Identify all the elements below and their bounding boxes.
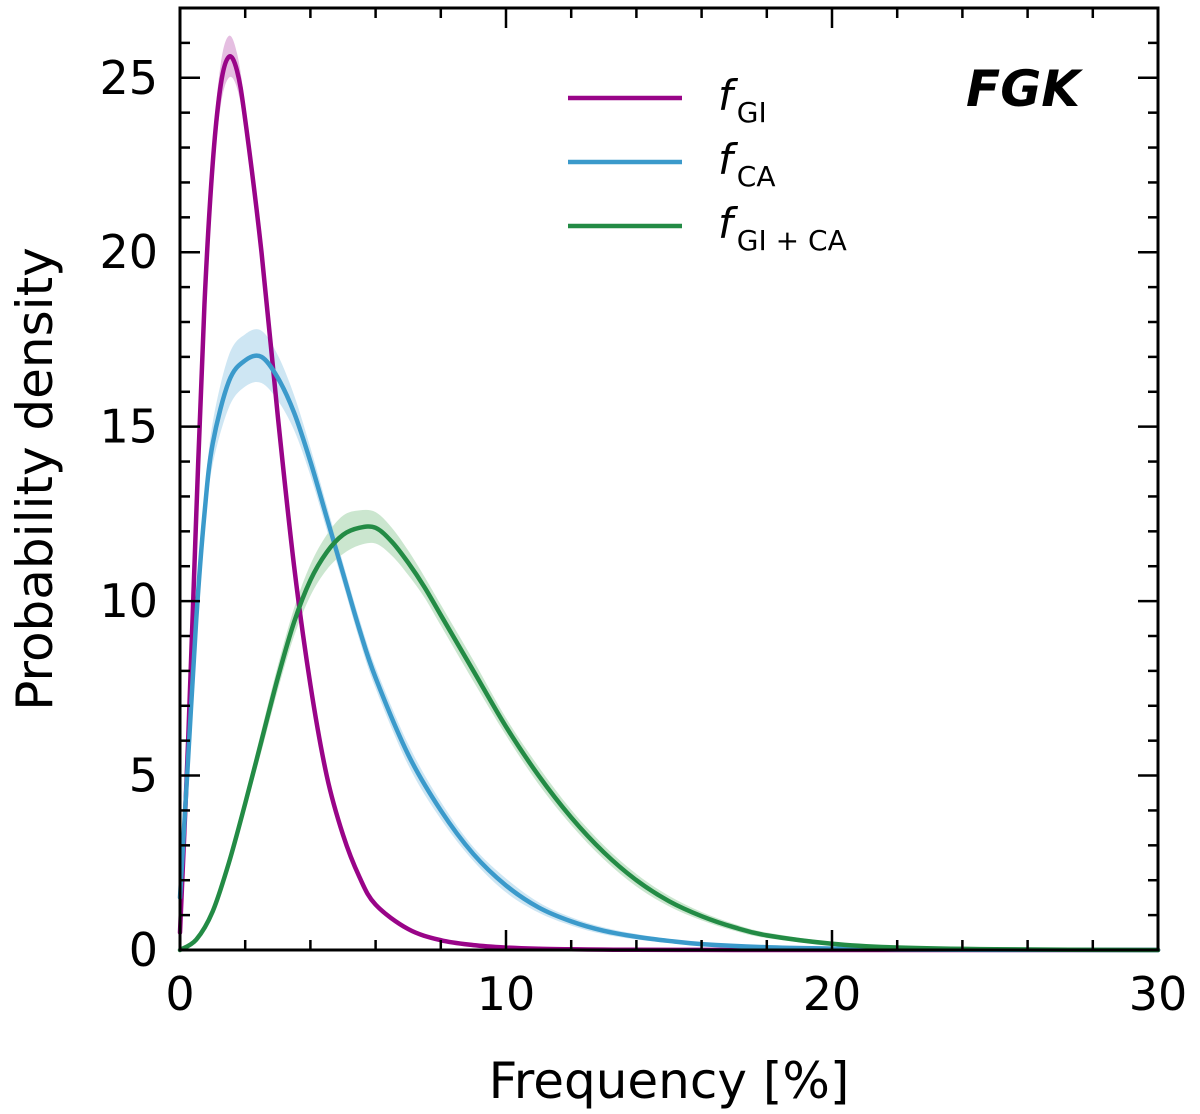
- y-tick-label: 0: [129, 923, 158, 977]
- legend-entry: f CA: [718, 135, 776, 193]
- x-tick-label: 0: [165, 967, 194, 1021]
- legend-subscript: GI: [737, 96, 767, 129]
- fgk-annotation: FGK: [966, 60, 1083, 118]
- line-fgi-ca: [177, 524, 1161, 953]
- line-fgi: [177, 54, 1161, 953]
- uncertainty-bands: [180, 35, 1158, 951]
- series-lines: [177, 54, 1161, 953]
- legend-subscript: CA: [737, 160, 776, 193]
- y-tick-label: 5: [129, 749, 158, 803]
- y-axis-label: Probability density: [6, 247, 64, 711]
- legend: f GI f CA f GI + CA: [568, 71, 847, 257]
- y-tick-label: 25: [99, 51, 158, 105]
- y-tick-label: 10: [99, 574, 158, 628]
- line-fca: [177, 353, 1161, 953]
- legend-entry: f GI + CA: [718, 199, 847, 257]
- legend-subscript: GI + CA: [737, 224, 847, 257]
- x-tick-label: 10: [477, 967, 536, 1021]
- tick-labels: 0 10 20 30 0 5 10 15 20 25: [99, 51, 1187, 1021]
- x-axis-label: Frequency [%]: [489, 1052, 850, 1110]
- legend-entry: f GI: [718, 71, 767, 129]
- band-fgi-ca: [180, 509, 1158, 950]
- band-fgi: [180, 35, 1158, 951]
- band-fca: [180, 329, 1158, 950]
- y-tick-label: 20: [99, 225, 158, 279]
- y-tick-label: 15: [99, 400, 158, 454]
- plot-frame: [178, 6, 1160, 952]
- axis-ticks: [178, 8, 1160, 952]
- x-tick-label: 20: [803, 967, 862, 1021]
- x-tick-label: 30: [1129, 967, 1188, 1021]
